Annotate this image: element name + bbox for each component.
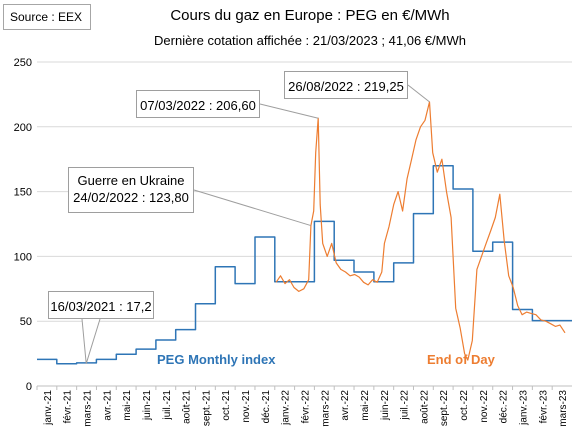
y-tick-label: 150	[14, 187, 32, 199]
callout-annotation: Guerre en Ukraine 24/02/2022 : 123,80	[68, 167, 194, 213]
x-tick-label: juin-22	[380, 390, 391, 421]
y-tick-label: 50	[20, 316, 32, 328]
x-tick-label: juil.-21	[162, 390, 173, 421]
callout-leader	[407, 84, 430, 103]
x-tick-label: févr.-23	[538, 390, 549, 424]
x-tick-label: déc.-22	[499, 390, 510, 424]
x-tick-label: févr.-22	[301, 390, 312, 424]
x-tick-label: juil.-22	[400, 390, 411, 421]
callout-text: 24/02/2022 : 123,80	[73, 190, 189, 205]
callout-text: Guerre en Ukraine	[77, 173, 185, 188]
y-tick-label: 100	[14, 251, 32, 263]
source-label: Source : EEX	[3, 4, 91, 30]
callout-annotation: 16/03/2021 : 17,2	[48, 291, 154, 319]
series-label: PEG Monthly index	[157, 352, 276, 367]
x-tick-label: déc.-21	[261, 390, 272, 424]
chart-title: Cours du gaz en Europe : PEG en €/MWh	[170, 7, 450, 24]
x-tick-label: sept.-22	[439, 390, 450, 427]
x-tick-label: nov.-22	[479, 390, 490, 423]
chart-subtitle: Dernière cotation affichée : 21/03/2023 …	[154, 33, 466, 48]
callout-text: 26/08/2022 : 219,25	[288, 79, 404, 94]
series-label: End of Day	[427, 352, 495, 367]
x-tick-label: oct.-21	[221, 390, 232, 421]
x-tick-label: mai-22	[360, 390, 371, 421]
x-tick-label: oct.-22	[459, 390, 470, 421]
x-tick-label: mars-22	[320, 390, 331, 427]
callout-text: 16/03/2021 : 17,2	[50, 299, 152, 314]
x-tick-label: janv.-22	[281, 390, 292, 426]
y-tick-label: 250	[14, 57, 32, 69]
x-tick-label: janv.-21	[43, 390, 54, 426]
x-tick-label: avr.-21	[102, 390, 113, 421]
x-tick-label: août-21	[182, 390, 193, 424]
y-tick-label: 200	[14, 122, 32, 134]
x-tick-label: mars-21	[83, 390, 94, 427]
x-tick-label: avr.-22	[340, 390, 351, 421]
x-tick-label: août-22	[419, 390, 430, 424]
callout-annotation: 26/08/2022 : 219,25	[284, 71, 408, 99]
x-tick-label: janv.-23	[518, 390, 529, 426]
x-tick-label: févr.-21	[63, 390, 74, 424]
series-line-peg-monthly-index	[37, 164, 572, 365]
x-tick-label: sept.-21	[201, 390, 212, 427]
callout-leader	[259, 103, 319, 119]
callout-text: 07/03/2022 : 206,60	[140, 98, 256, 113]
series-line-end-of-day	[275, 101, 566, 361]
x-tick-label: mai-21	[122, 390, 133, 421]
callout-leader	[193, 189, 312, 227]
callout-annotation: 07/03/2022 : 206,60	[136, 90, 260, 118]
x-tick-label: juin-21	[142, 390, 153, 421]
x-tick-label: nov.-21	[241, 390, 252, 423]
callout-pointer	[81, 318, 101, 364]
x-tick-label: mars-23	[558, 390, 569, 427]
y-tick-label: 0	[26, 381, 32, 393]
